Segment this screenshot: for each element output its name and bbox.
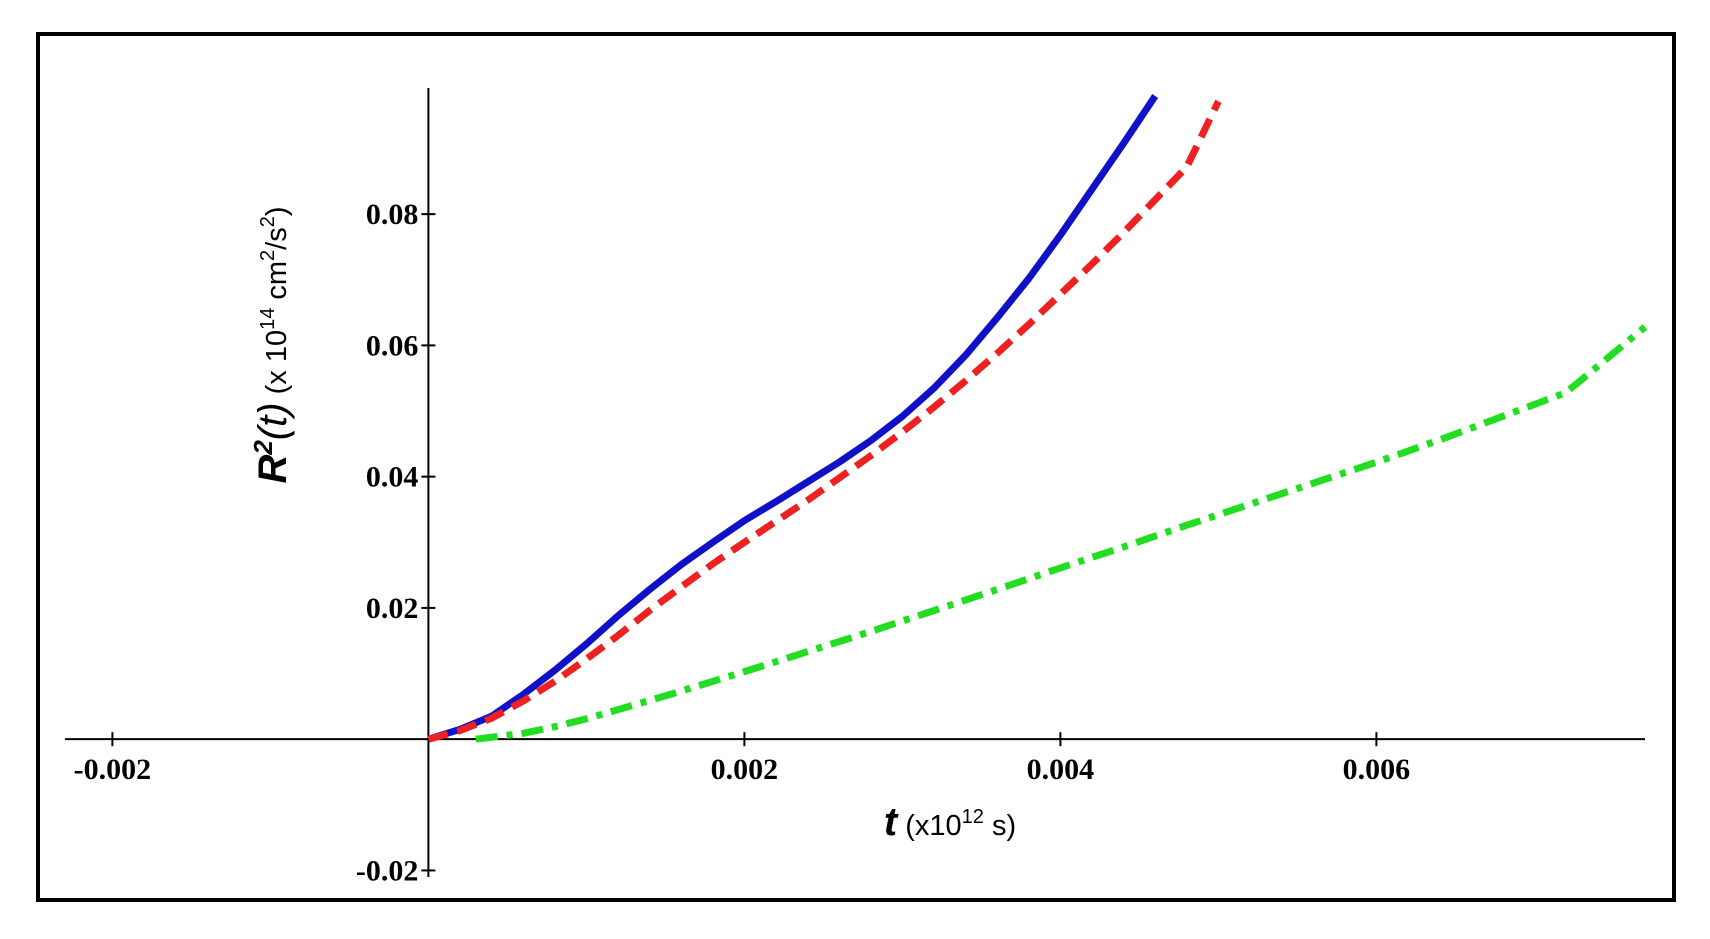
- y-axis-unit-exp2: 2: [257, 250, 279, 261]
- series-line-1: [427, 94, 1159, 743]
- y-axis-symbol-sup: 2: [248, 440, 278, 456]
- x-axis-unit-prefix: (x10: [897, 810, 961, 842]
- x-axis-unit-exponent: 12: [962, 806, 984, 828]
- y-tick-label: 0.04: [366, 461, 419, 494]
- y-axis-symbol: R: [251, 455, 295, 484]
- y-tick-label: 0.06: [366, 329, 419, 362]
- series-line-2: [427, 99, 1222, 743]
- x-axis-unit-suffix: s): [984, 810, 1016, 842]
- y-axis-unit-exp3: 2: [257, 216, 279, 227]
- x-tick-label: 0.006: [1343, 753, 1411, 786]
- x-tick-label: 0.002: [711, 753, 779, 786]
- x-axis-title: t (x1012 s): [884, 800, 1016, 844]
- x-tick-label: -0.002: [74, 753, 152, 786]
- y-axis-unit-mid2: /s: [261, 227, 293, 250]
- chart-frame: [36, 32, 1676, 902]
- y-axis-unit-prefix: (x 10: [261, 330, 293, 403]
- y-axis-arg: (t): [251, 402, 295, 440]
- x-axis-symbol: t: [884, 800, 899, 844]
- y-axis-unit-mid: cm: [261, 261, 293, 308]
- y-tick-label: 0.08: [366, 198, 419, 231]
- y-axis-unit-exp1: 14: [257, 308, 279, 330]
- y-tick-label: -0.02: [356, 854, 419, 887]
- y-axis-unit-suffix: ): [261, 206, 293, 216]
- y-tick-label: 0.02: [366, 592, 419, 625]
- y-axis-title: R2(t) (x 1014 cm2/s2): [248, 206, 295, 483]
- ticks: -0.002 0.002 0.004 0.006 -0.02 0.02 0.04 0.06 0.…: [74, 198, 1411, 887]
- series-line-3: [475, 324, 1648, 743]
- axes: [65, 88, 1645, 877]
- x-tick-label: 0.004: [1027, 753, 1095, 786]
- series-layer: [427, 94, 1648, 743]
